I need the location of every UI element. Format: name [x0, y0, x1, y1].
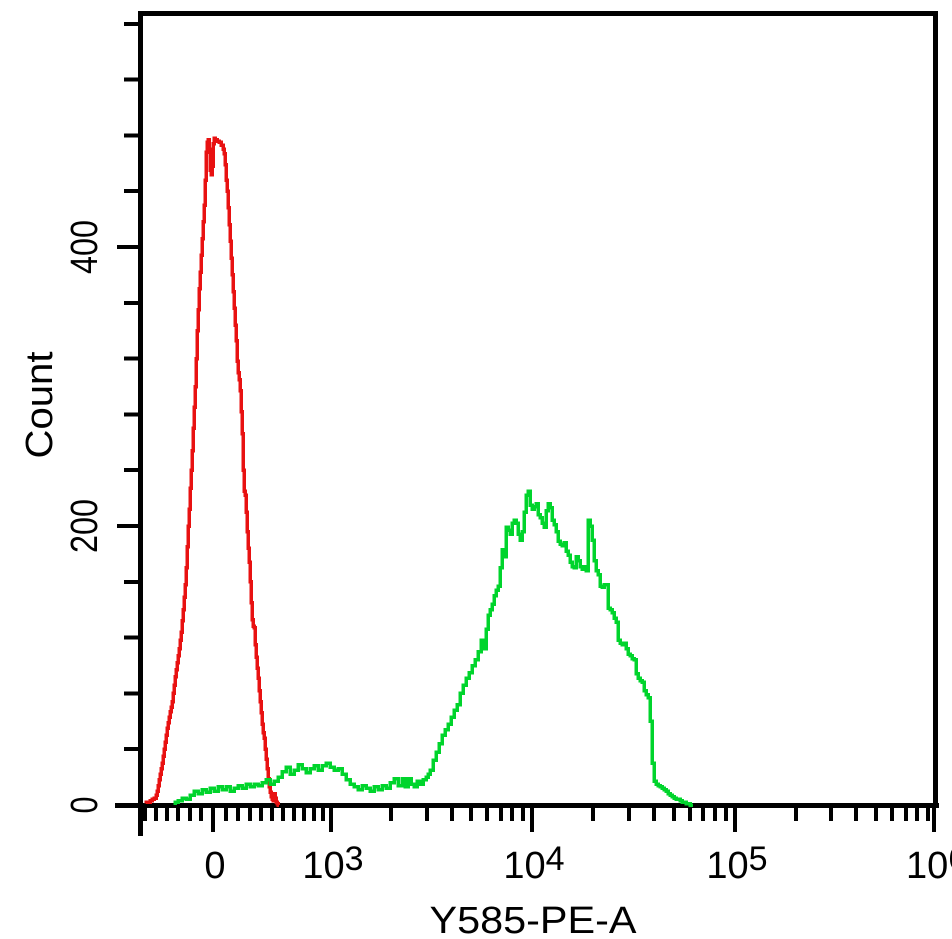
- y-tick-label-400: 400: [64, 220, 106, 274]
- y-axis-title: Count: [19, 351, 61, 458]
- x-tick-label-103: 103: [302, 840, 363, 887]
- x-tick-label-0: 0: [204, 845, 225, 887]
- x-tick-label-104: 104: [503, 840, 564, 887]
- x-tick-label-106: 106: [906, 840, 952, 887]
- x-axis-title: Y585-PE-A: [430, 900, 638, 939]
- y-tick-label-200: 200: [64, 499, 106, 553]
- y-tick-label-0: 0: [64, 797, 106, 814]
- x-tick-label-105: 105: [706, 840, 767, 887]
- y-axis: 0 200 400: [64, 21, 138, 814]
- green-stained-histogram-curve: [173, 489, 693, 807]
- series-layer: [144, 136, 693, 807]
- red-control-histogram-curve: [144, 136, 280, 807]
- plot-frame: [115, 11, 939, 836]
- x-axis: 0 103 104 105 106: [143, 806, 952, 887]
